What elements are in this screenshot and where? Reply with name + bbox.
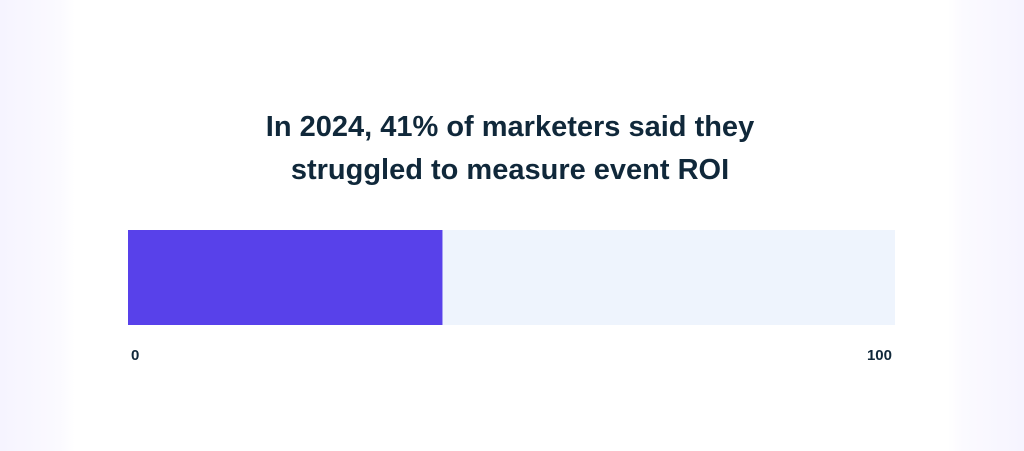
bar [128, 230, 443, 325]
card [75, 0, 948, 451]
x-tick-label: 100 [867, 347, 892, 364]
chart-title: In 2024, 41% of marketers said they stru… [265, 111, 755, 186]
x-tick-label: 0 [131, 347, 139, 364]
